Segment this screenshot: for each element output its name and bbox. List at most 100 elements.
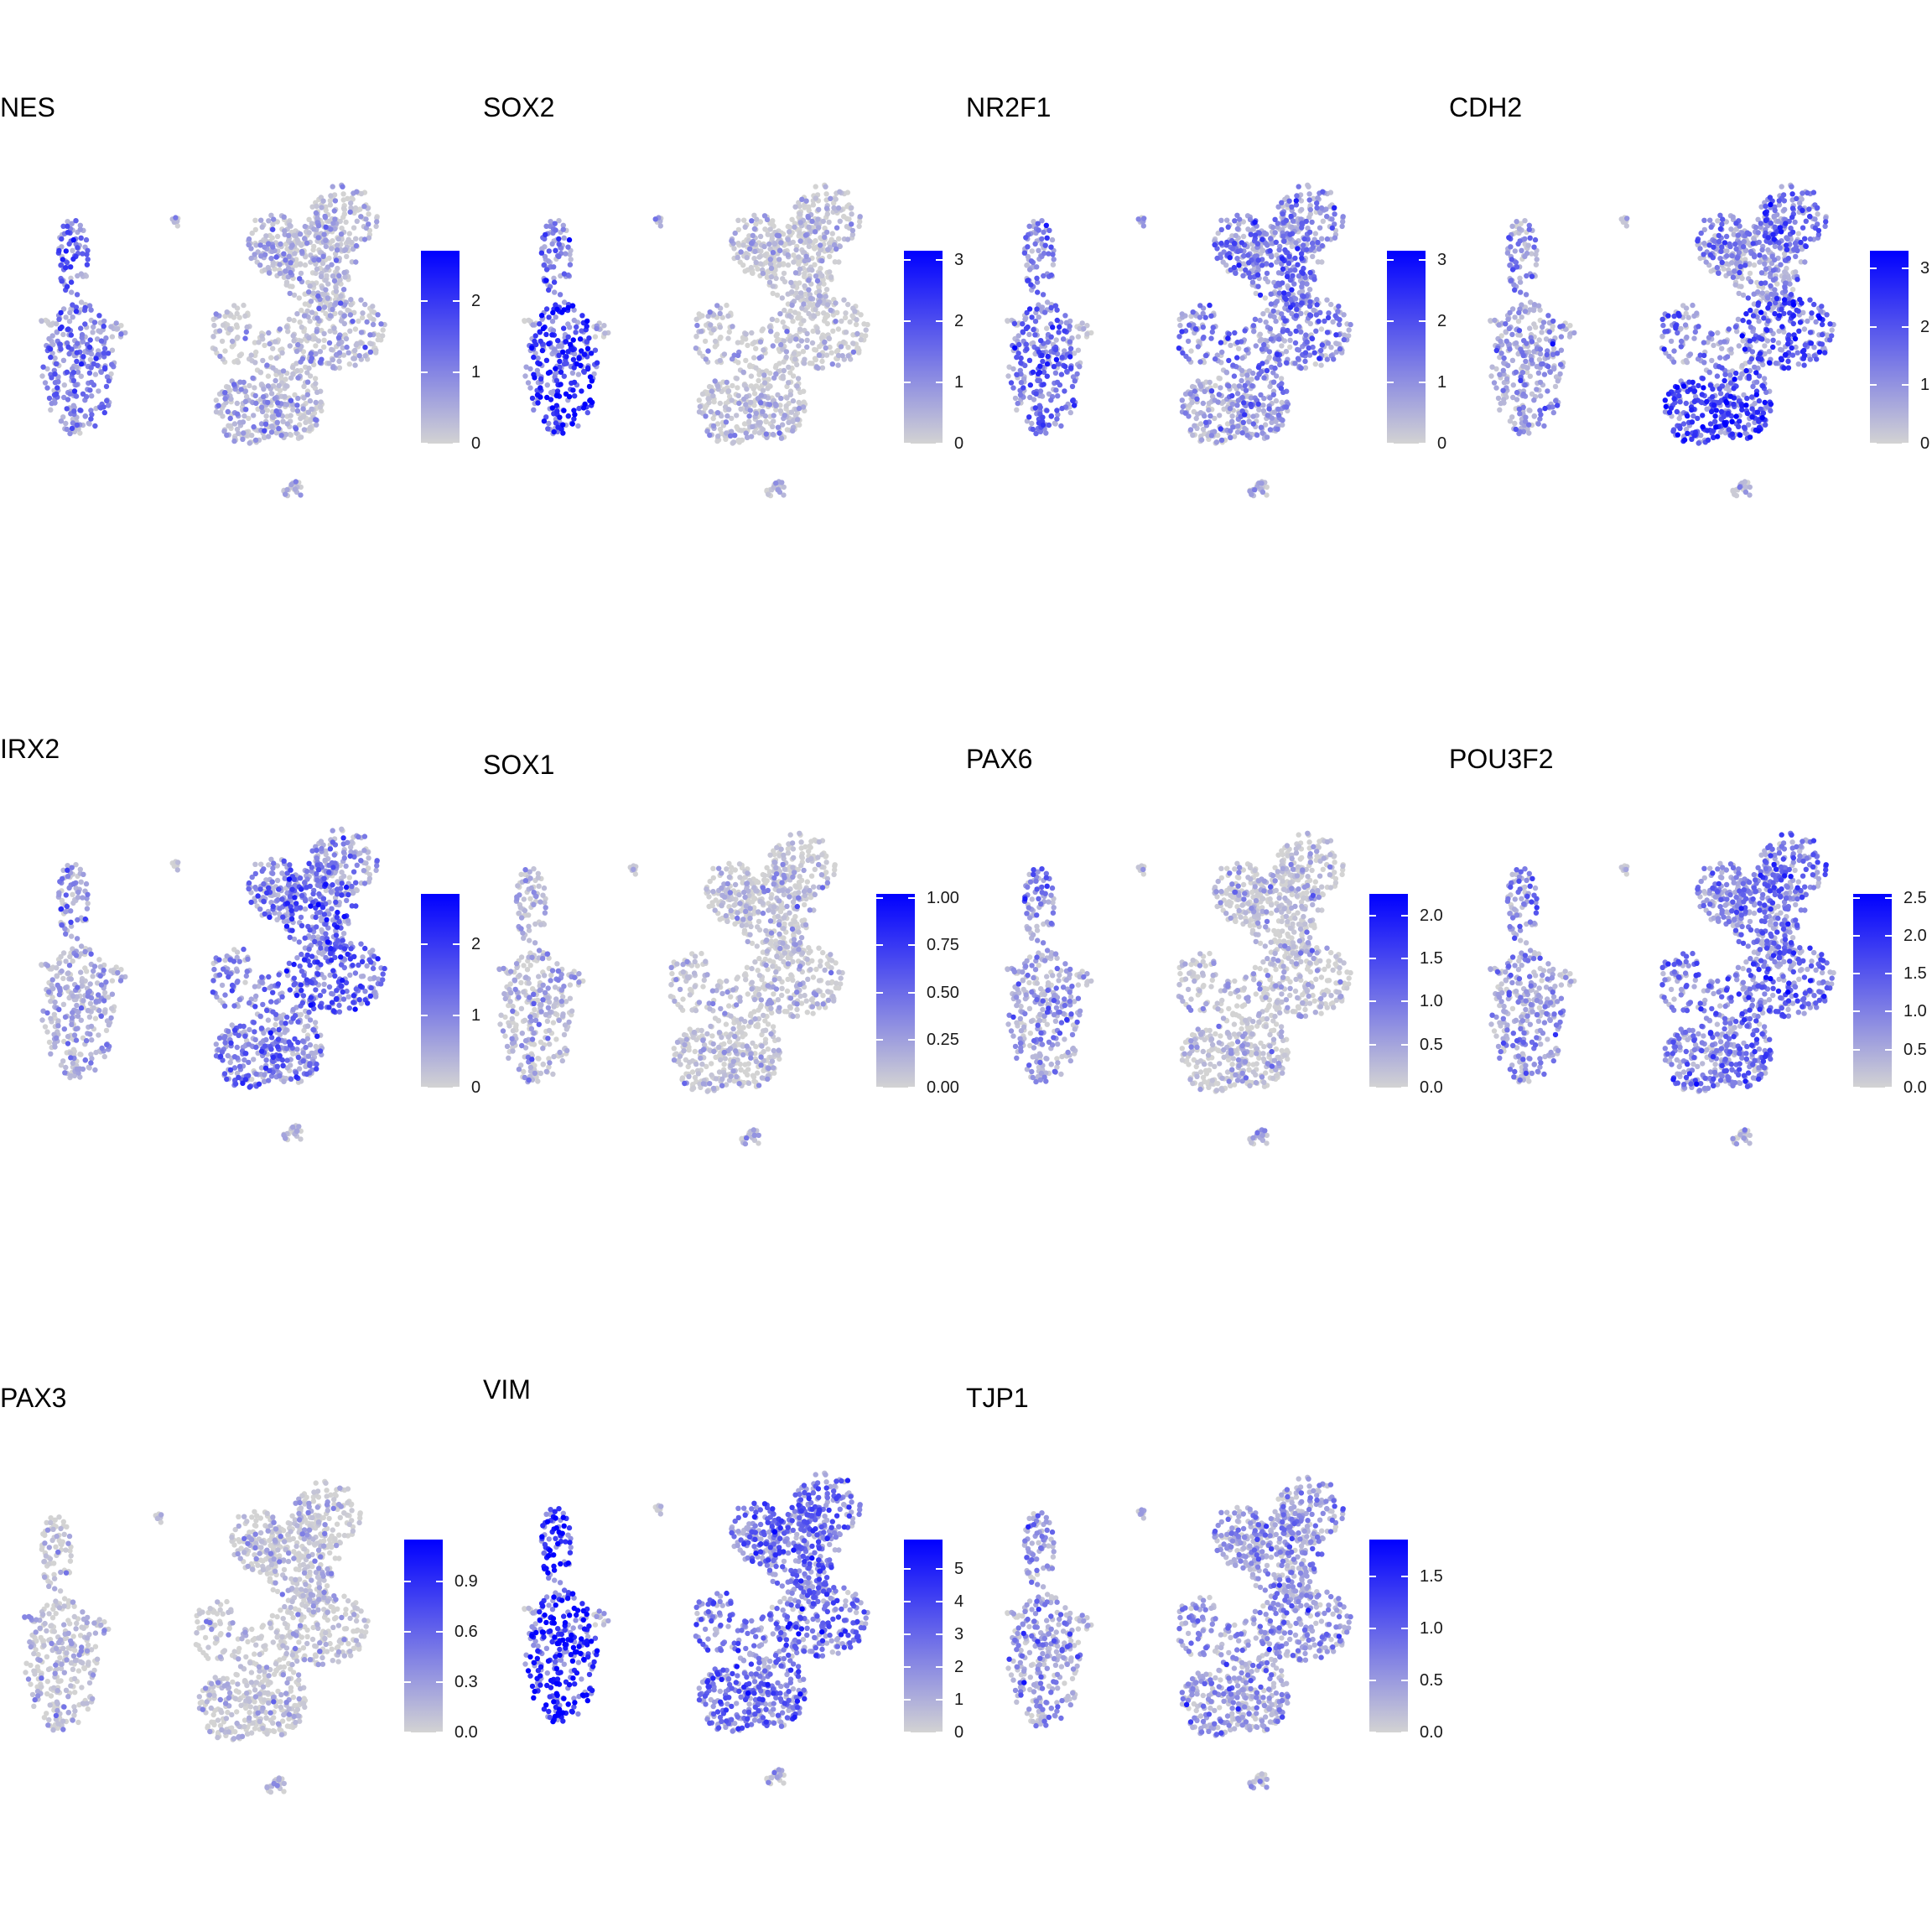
- cell-point: [1051, 364, 1057, 370]
- cell-point: [1302, 358, 1308, 365]
- cell-point: [1041, 382, 1046, 387]
- cell-point: [231, 382, 237, 387]
- cell-point: [1241, 253, 1247, 259]
- cell-point: [257, 369, 263, 375]
- cell-point: [1527, 299, 1534, 305]
- cell-point: [732, 230, 738, 236]
- cell-point: [1045, 353, 1051, 360]
- colorbar-tick: [936, 381, 943, 383]
- cell-point: [858, 312, 864, 318]
- cell-point: [858, 336, 864, 343]
- cell-point: [108, 324, 114, 330]
- cell-point: [743, 357, 749, 364]
- cell-point: [1278, 385, 1285, 392]
- cell-point: [1239, 377, 1244, 384]
- cell-point: [1176, 334, 1182, 340]
- cell-point: [1042, 242, 1048, 248]
- cell-point: [1258, 392, 1264, 398]
- cell-point: [561, 307, 567, 313]
- cell-point: [1734, 274, 1740, 280]
- cell-point: [1248, 231, 1254, 237]
- cell-point: [749, 218, 755, 224]
- cell-point: [332, 216, 338, 222]
- cell-point: [270, 226, 276, 232]
- cell-point: [84, 252, 90, 257]
- cell-point: [1310, 253, 1316, 260]
- cell-point: [1623, 223, 1629, 229]
- cell-point: [300, 406, 306, 412]
- cell-point: [697, 350, 703, 356]
- cell-point: [837, 218, 843, 224]
- cell-point: [718, 335, 724, 340]
- cell-point: [1328, 345, 1334, 351]
- cell-point: [1231, 264, 1237, 271]
- cell-point: [1282, 196, 1288, 202]
- cell-point: [1324, 213, 1330, 220]
- cell-point: [571, 307, 577, 313]
- cell-point: [1234, 340, 1241, 345]
- cell-point: [818, 235, 823, 241]
- cell-point: [525, 380, 532, 386]
- cell-point: [843, 310, 849, 316]
- cell-point: [1734, 329, 1740, 335]
- cell-point: [757, 339, 764, 345]
- cell-point: [1190, 309, 1196, 315]
- cell-point: [735, 352, 741, 359]
- cell-point: [1197, 340, 1202, 345]
- cell-point: [238, 387, 244, 392]
- colorbar-tick: [904, 258, 911, 261]
- cell-point: [730, 382, 735, 389]
- cell-point: [1267, 325, 1274, 332]
- cell-point: [336, 341, 342, 347]
- cell-point: [1067, 365, 1074, 371]
- cell-point: [1202, 388, 1208, 394]
- cell-point: [86, 420, 92, 426]
- cell-point: [1029, 420, 1035, 427]
- cell-point: [73, 393, 80, 399]
- cell-point: [1028, 258, 1035, 264]
- cell-point: [58, 262, 65, 268]
- cell-point: [704, 428, 710, 434]
- cell-point: [815, 251, 822, 257]
- cell-point: [543, 231, 548, 238]
- cell-point: [813, 347, 819, 353]
- cell-point: [753, 259, 759, 266]
- cell-point: [813, 364, 820, 370]
- cell-point: [845, 353, 851, 359]
- cell-point: [346, 231, 352, 236]
- cell-point: [332, 198, 339, 204]
- cell-point: [1301, 236, 1307, 242]
- cell-point: [532, 351, 538, 356]
- cell-point: [777, 402, 783, 408]
- cell-point: [778, 240, 784, 246]
- cell-point: [1280, 280, 1285, 286]
- cell-point: [728, 433, 734, 439]
- cell-point: [827, 344, 833, 351]
- cell-point: [843, 330, 849, 335]
- cell-point: [729, 415, 735, 422]
- cell-point: [341, 269, 347, 276]
- cell-point: [539, 246, 545, 252]
- cell-point: [343, 335, 350, 342]
- cell-point: [785, 236, 791, 242]
- cell-point: [832, 259, 838, 265]
- cell-point: [1202, 314, 1208, 320]
- cell-point: [296, 295, 302, 301]
- cell-point: [808, 228, 814, 235]
- cell-point: [42, 380, 49, 386]
- cell-point: [724, 302, 730, 309]
- cell-point: [280, 418, 286, 424]
- cell-point: [1736, 290, 1742, 297]
- cell-point: [109, 361, 115, 367]
- cell-point: [786, 364, 792, 371]
- cell-point: [1021, 250, 1028, 256]
- cell-point: [1197, 303, 1203, 309]
- cell-point: [1808, 314, 1815, 321]
- cell-point: [1300, 270, 1306, 276]
- cell-point: [367, 332, 373, 338]
- cell-point: [1053, 387, 1059, 393]
- cell-point: [1290, 273, 1296, 278]
- cell-point: [1275, 426, 1280, 432]
- cell-point: [93, 356, 99, 361]
- cell-point: [738, 406, 744, 412]
